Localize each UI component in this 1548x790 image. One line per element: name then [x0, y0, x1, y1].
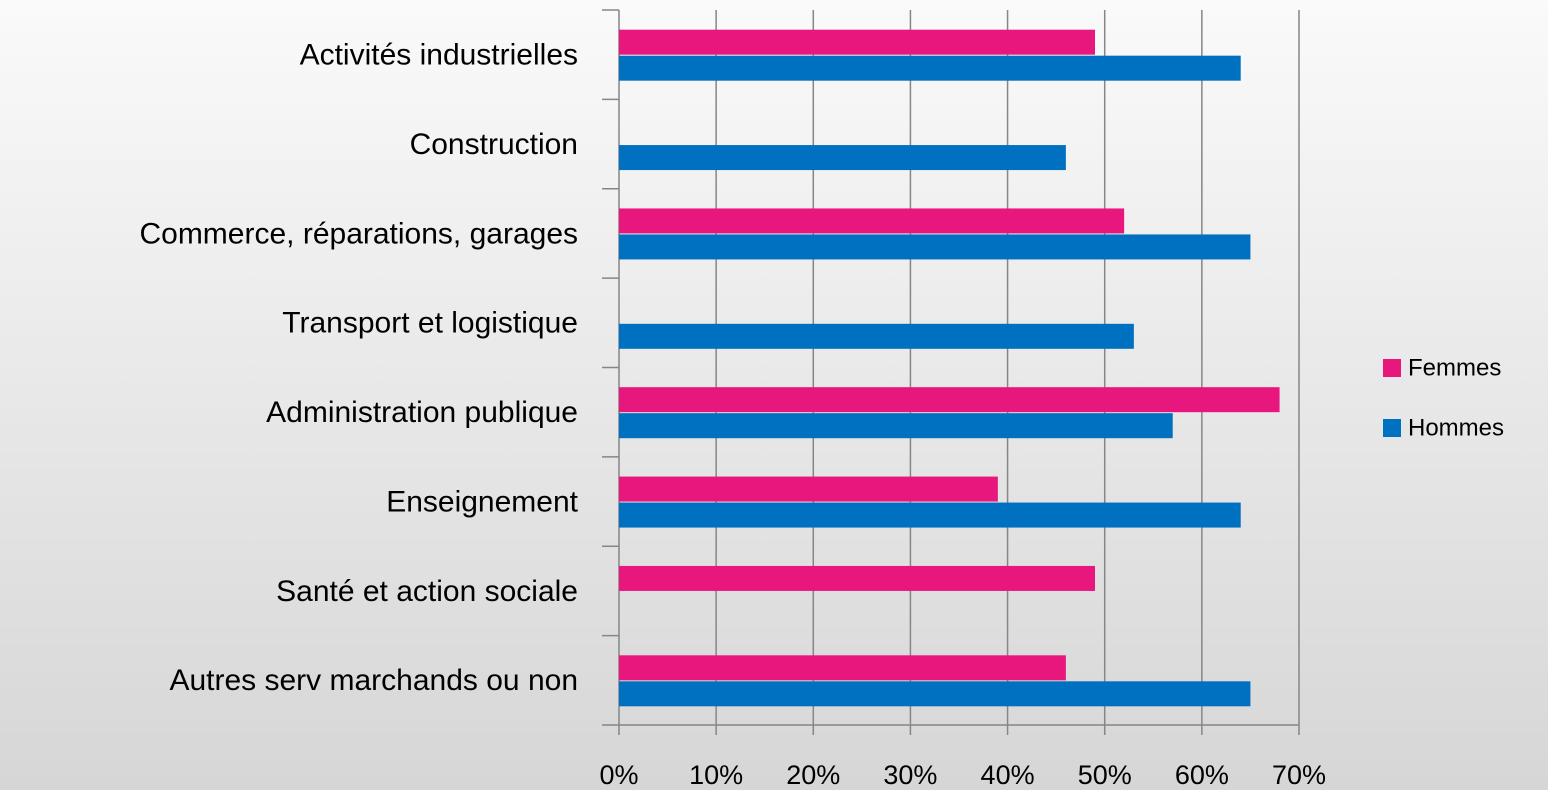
bar: [619, 323, 1134, 349]
y-tick-label: Construction: [410, 128, 578, 161]
legend-swatch: [1383, 419, 1401, 437]
bar: [619, 387, 1280, 413]
bar: [619, 29, 1095, 55]
x-tick-label: 20%: [786, 760, 840, 790]
bar: [619, 502, 1241, 528]
bar: [619, 655, 1066, 681]
x-tick-label: 0%: [599, 760, 638, 790]
y-tick-label: Autres serv marchands ou non: [169, 664, 578, 697]
y-tick-label: Commerce, réparations, garages: [139, 217, 578, 250]
bar: [619, 413, 1173, 439]
bar: [619, 565, 1095, 591]
x-tick-label: 60%: [1175, 760, 1229, 790]
y-tick-label: Administration publique: [266, 396, 578, 429]
bar: [619, 681, 1251, 707]
bar: [619, 476, 998, 502]
x-tick-label: 70%: [1272, 760, 1326, 790]
x-tick-label: 30%: [883, 760, 937, 790]
y-tick-label: Activités industrielles: [300, 39, 578, 72]
legend-label: Hommes: [1408, 414, 1504, 441]
bar: [619, 234, 1251, 260]
y-tick-label: Enseignement: [386, 485, 578, 518]
legend-swatch: [1383, 359, 1401, 377]
bar: [619, 55, 1241, 81]
bar: [619, 208, 1125, 234]
y-tick-label: Transport et logistique: [282, 307, 578, 340]
bar: [619, 145, 1066, 171]
y-tick-label: Santé et action sociale: [276, 575, 578, 608]
x-tick-label: 50%: [1078, 760, 1132, 790]
x-tick-label: 10%: [689, 760, 743, 790]
x-tick-label: 40%: [981, 760, 1035, 790]
legend-label: Femmes: [1408, 354, 1501, 381]
